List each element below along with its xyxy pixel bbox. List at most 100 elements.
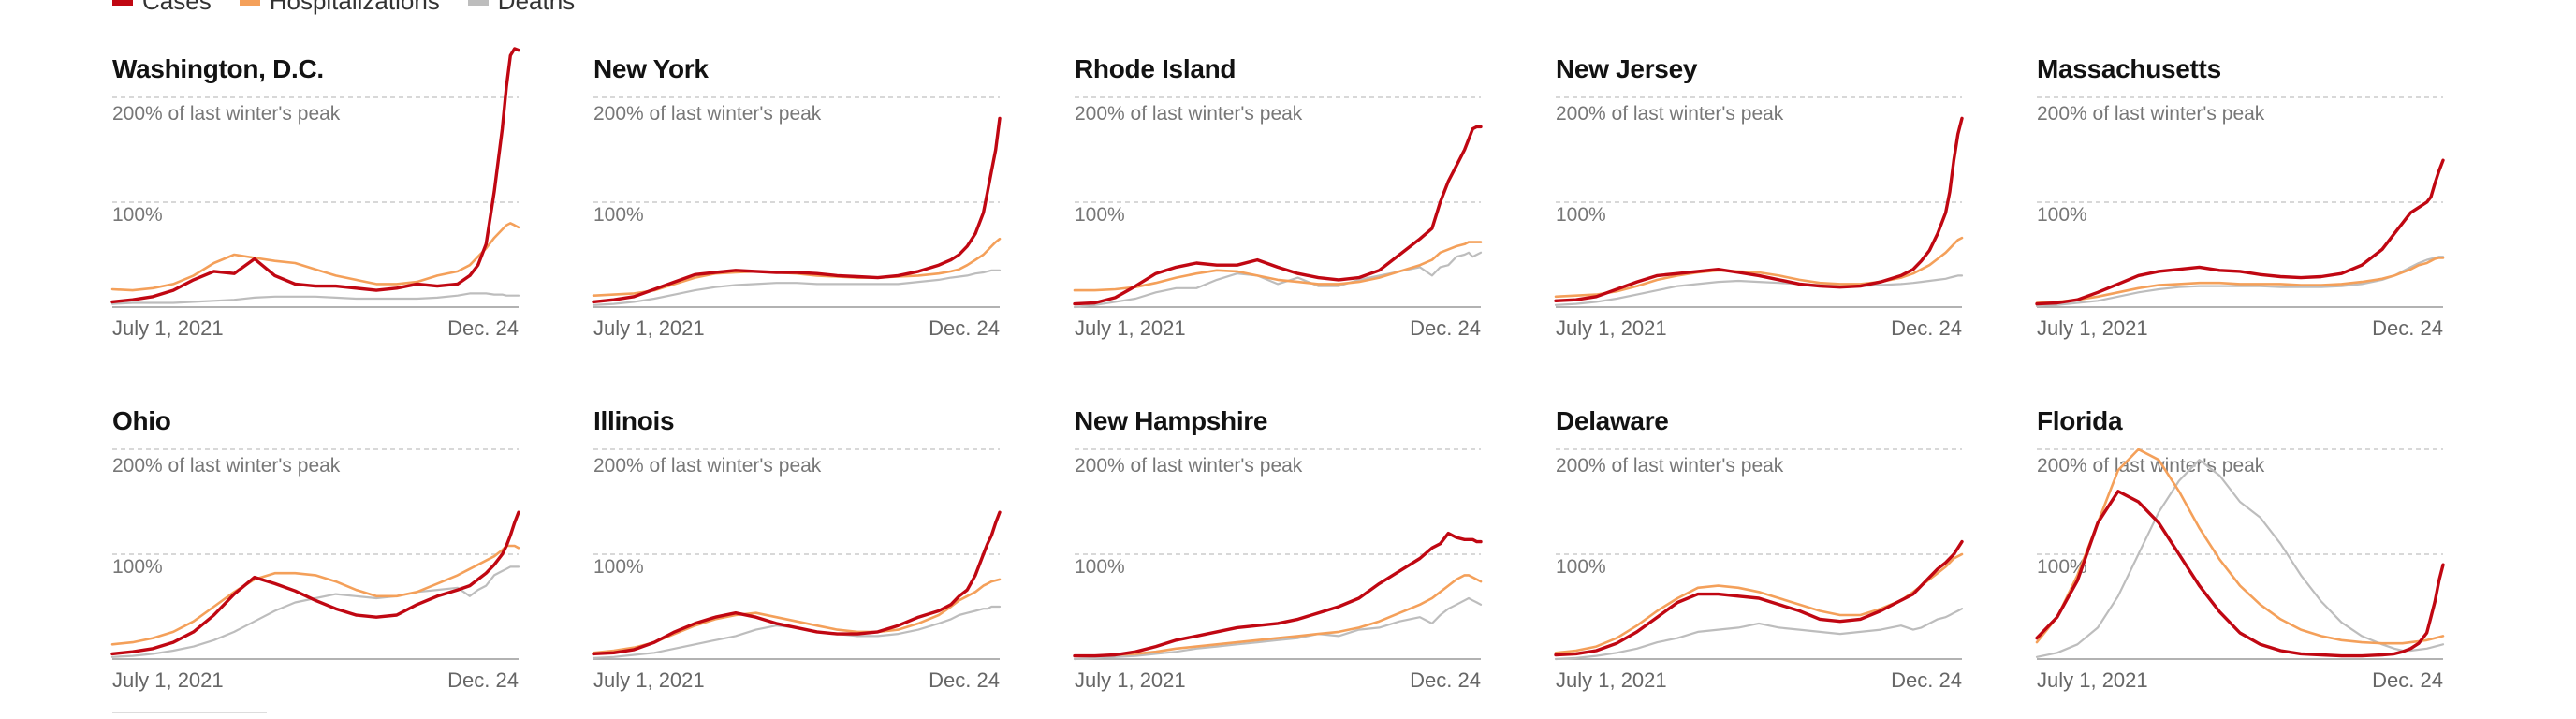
- series-line-hospitalizations: [2035, 257, 2445, 304]
- legend-swatch-deaths: [467, 0, 489, 6]
- x-axis-end-label: Dec. 24: [1891, 668, 1962, 692]
- ref-label-200: 200% of last winter's peak: [2037, 103, 2265, 125]
- panel-title: Rhode Island: [1075, 54, 1237, 83]
- ref-label-100: 100%: [2037, 204, 2087, 226]
- panel-title: New York: [593, 54, 709, 83]
- x-axis-end-label: Dec. 24: [929, 316, 1000, 340]
- chart-panel: New Hampshire 200% of last winter's peak 1…: [1073, 401, 1483, 719]
- series-line-hospitalizations: [110, 544, 520, 646]
- panel-title: New Hampshire: [1075, 406, 1268, 435]
- series-line-hospitalizations: [1073, 574, 1483, 657]
- ref-label-200: 200% of last winter's peak: [593, 455, 822, 477]
- ref-label-100: 100%: [1556, 556, 1606, 578]
- ref-label-200: 200% of last winter's peak: [112, 103, 341, 125]
- x-axis-end-label: Dec. 24: [2372, 668, 2443, 692]
- series-line-deaths: [110, 565, 520, 658]
- x-axis-start-label: July 1, 2021: [112, 668, 224, 692]
- series-line-cases: [110, 510, 520, 656]
- ref-label-200: 200% of last winter's peak: [112, 455, 341, 477]
- chart-panel: Washington, D.C. 200% of last winter's pe…: [110, 47, 520, 367]
- chart-panel: Illinois 200% of last winter's peak 100% Ju…: [592, 401, 1002, 719]
- small-multiples-grid: Washington, D.C. 200% of last winter's pe…: [110, 47, 2445, 719]
- series-line-cases: [110, 47, 520, 304]
- footer-divider: [112, 712, 267, 713]
- series-line-cases: [1073, 531, 1483, 658]
- panel-plot: 200% of last winter's peak 100% July 1, 20…: [2035, 448, 2445, 692]
- series-line-hospitalizations: [2035, 448, 2445, 645]
- x-axis-start-label: July 1, 2021: [1556, 316, 1667, 340]
- x-axis-start-label: July 1, 2021: [1075, 316, 1186, 340]
- x-axis-end-label: Dec. 24: [1410, 316, 1481, 340]
- x-axis-start-label: July 1, 2021: [2037, 668, 2148, 692]
- x-axis-end-label: Dec. 24: [2372, 316, 2443, 340]
- series-line-deaths: [592, 269, 1002, 306]
- panel-title: Illinois: [593, 406, 675, 435]
- panel-title: Massachusetts: [2037, 54, 2221, 83]
- panel-plot: 200% of last winter's peak 100% July 1, 20…: [2035, 96, 2445, 340]
- x-axis-start-label: July 1, 2021: [1075, 668, 1186, 692]
- legend-label-hospitalizations: Hospitalizations: [269, 0, 440, 15]
- series-line-cases: [592, 510, 1002, 656]
- ref-label-100: 100%: [1075, 204, 1125, 226]
- ref-label-200: 200% of last winter's peak: [1075, 455, 1303, 477]
- panel-plot: 200% of last winter's peak 100% July 1, 20…: [1554, 448, 1964, 692]
- panel-title: Florida: [2037, 406, 2123, 435]
- panel-title: Delaware: [1556, 406, 1669, 435]
- chart-panel: New Jersey 200% of last winter's peak 100%…: [1554, 49, 1964, 367]
- ref-label-200: 200% of last winter's peak: [1556, 455, 1784, 477]
- chart-panel: Rhode Island 200% of last winter's peak 10…: [1073, 49, 1483, 367]
- x-axis-start-label: July 1, 2021: [112, 316, 224, 340]
- chart-panel: Massachusetts 200% of last winter's peak 1…: [2035, 49, 2445, 367]
- x-axis-end-label: Dec. 24: [447, 316, 519, 340]
- panel-plot: 200% of last winter's peak 100% July 1, 20…: [1554, 96, 1964, 340]
- panel-title: Washington, D.C.: [112, 54, 324, 83]
- ref-label-200: 200% of last winter's peak: [1556, 103, 1784, 125]
- series-line-hospitalizations: [1554, 552, 1964, 654]
- chart-panel: New York 200% of last winter's peak 100% Ju…: [592, 49, 1002, 367]
- series-line-cases: [1554, 539, 1964, 657]
- series-line-cases: [592, 116, 1002, 304]
- panel-plot: 200% of last winter's peak 100% July 1, 20…: [1073, 448, 1483, 692]
- legend-label-cases: Cases: [142, 0, 212, 15]
- x-axis-start-label: July 1, 2021: [593, 316, 705, 340]
- x-axis-end-label: Dec. 24: [1891, 316, 1962, 340]
- panel-title: New Jersey: [1556, 54, 1698, 83]
- ref-label-100: 100%: [593, 556, 644, 578]
- panel-title: Ohio: [112, 406, 171, 435]
- x-axis-start-label: July 1, 2021: [2037, 316, 2148, 340]
- series-line-deaths: [1073, 251, 1483, 309]
- ref-label-200: 200% of last winter's peak: [593, 103, 822, 125]
- series-line-deaths: [110, 292, 520, 305]
- chart-legend: Cases Hospitalizations Deaths: [112, 0, 575, 13]
- legend-swatch-cases: [112, 0, 133, 6]
- chart-panel: Delaware 200% of last winter's peak 100% Ju…: [1554, 401, 1964, 719]
- legend-swatch-hospitalizations: [239, 0, 260, 6]
- legend-item-cases: Cases: [112, 0, 212, 13]
- series-line-cases: [2035, 158, 2445, 306]
- panel-plot: 200% of last winter's peak 100% July 1, 20…: [592, 96, 1002, 340]
- x-axis-start-label: July 1, 2021: [1556, 668, 1667, 692]
- panel-plot: 200% of last winter's peak 100% July 1, 20…: [592, 448, 1002, 692]
- series-line-deaths: [2035, 459, 2445, 658]
- chart-panel: Florida 200% of last winter's peak 100% Jul…: [2035, 401, 2445, 719]
- x-axis-end-label: Dec. 24: [929, 668, 1000, 692]
- ref-label-100: 100%: [112, 204, 163, 226]
- ref-label-100: 100%: [2037, 556, 2087, 578]
- ref-label-200: 200% of last winter's peak: [1075, 103, 1303, 125]
- series-line-hospitalizations: [592, 237, 1002, 297]
- legend-item-hospitalizations: Hospitalizations: [239, 0, 440, 15]
- ref-label-100: 100%: [1075, 556, 1125, 578]
- series-line-cases: [1073, 125, 1483, 306]
- series-line-hospitalizations: [592, 578, 1002, 654]
- legend-label-deaths: Deaths: [497, 0, 576, 15]
- series-line-cases: [2035, 490, 2445, 658]
- series-line-deaths: [1073, 596, 1483, 661]
- ref-label-100: 100%: [593, 204, 644, 226]
- series-line-deaths: [1554, 608, 1964, 661]
- x-axis-end-label: Dec. 24: [1410, 668, 1481, 692]
- series-line-hospitalizations: [110, 222, 520, 292]
- panel-plot: 200% of last winter's peak 100% July 1, 20…: [1073, 96, 1483, 340]
- ref-label-100: 100%: [1556, 204, 1606, 226]
- series-line-deaths: [2035, 256, 2445, 307]
- x-axis-end-label: Dec. 24: [447, 668, 519, 692]
